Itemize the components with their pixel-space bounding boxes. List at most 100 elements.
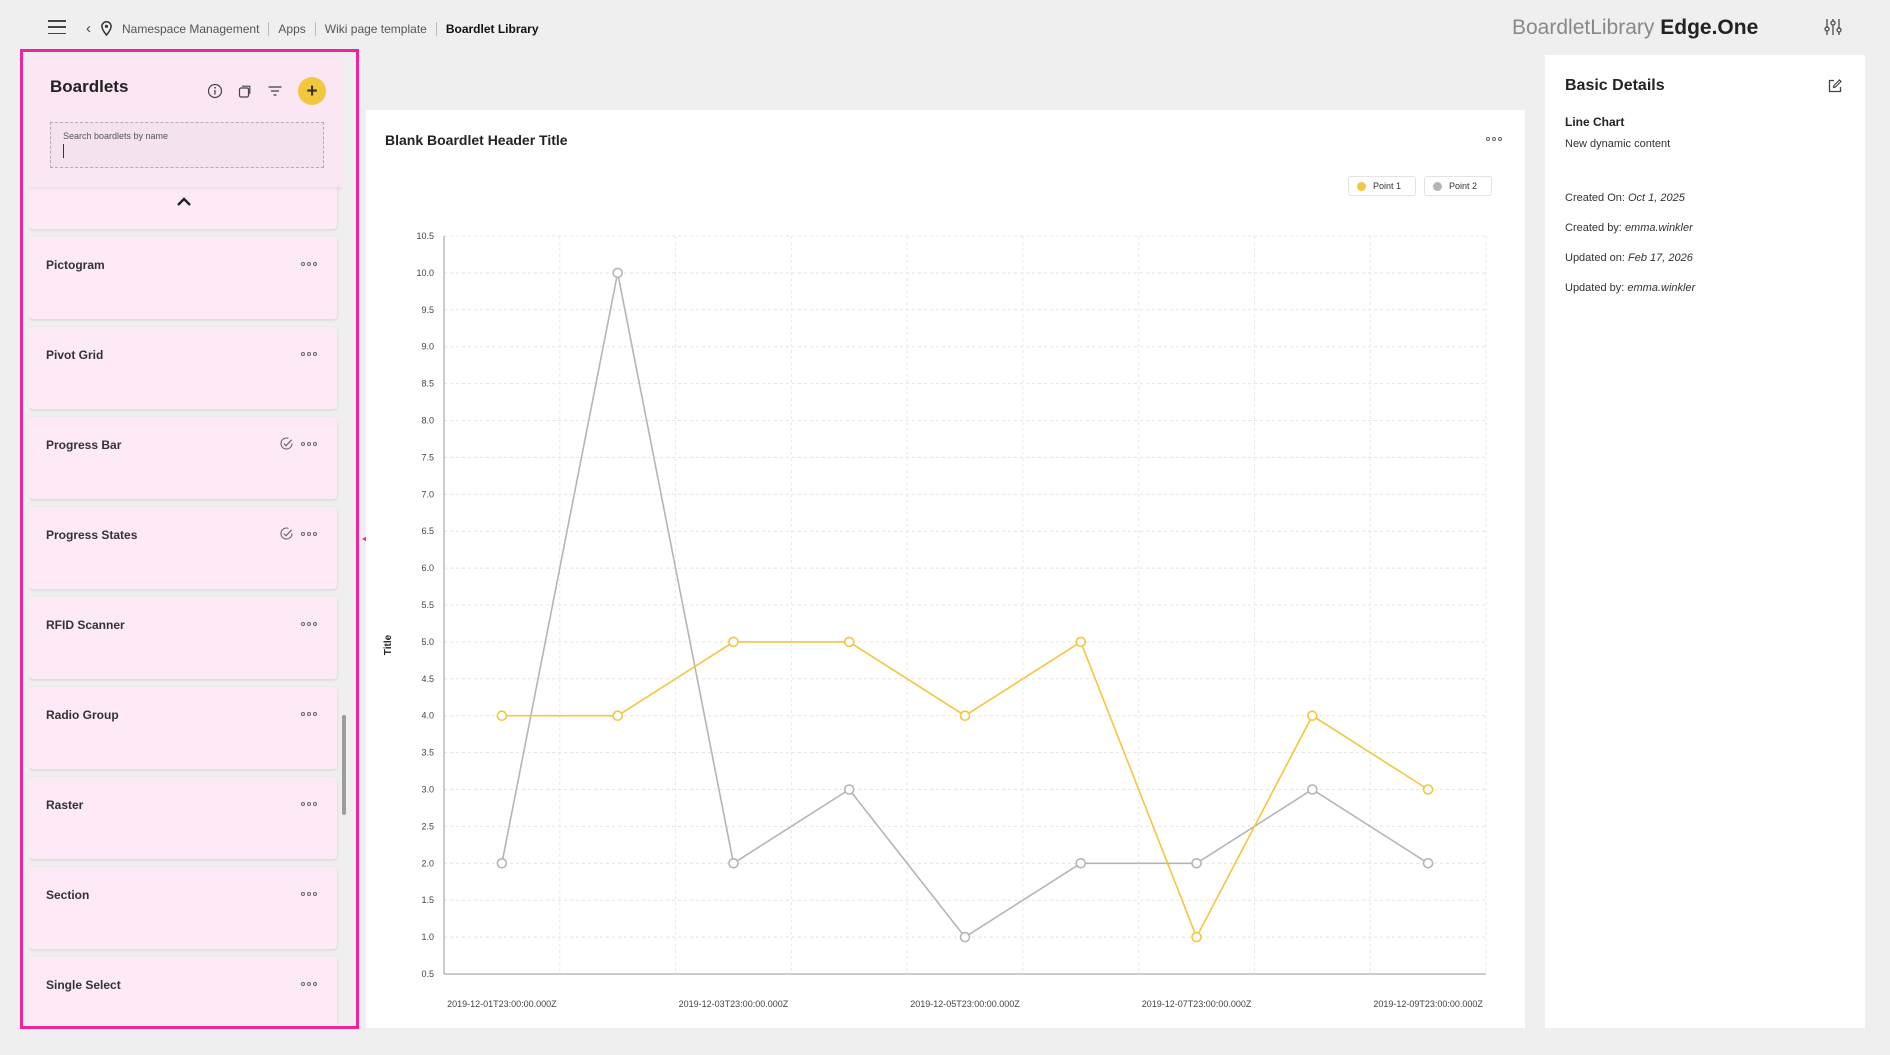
y-tick-label: 4.5: [421, 674, 434, 684]
boardlet-card[interactable]: Progress Bar: [29, 417, 337, 499]
panel-title: Blank Boardlet Header Title: [385, 132, 568, 148]
more-options-icon[interactable]: [301, 708, 319, 720]
sidebar-toolbar: +: [206, 77, 326, 105]
add-boardlet-button[interactable]: +: [298, 77, 326, 105]
check-circle-icon: [280, 437, 293, 450]
search-input[interactable]: [63, 144, 311, 158]
boardlet-card-label: Single Select: [46, 978, 121, 992]
copy-icon[interactable]: [236, 82, 254, 100]
boardlet-card-label: Section: [46, 888, 90, 902]
boardlet-card[interactable]: Section: [29, 867, 337, 949]
data-point: [612, 267, 623, 279]
x-tick-label: 2019-12-07T23:00:00.000Z: [1142, 999, 1252, 1009]
y-tick-label: 6.0: [421, 563, 434, 573]
chevron-left-icon[interactable]: ‹: [86, 19, 91, 37]
boardlet-card-label: Raster: [46, 798, 84, 812]
y-tick-label: 4.0: [421, 711, 434, 721]
more-options-icon[interactable]: [301, 978, 319, 990]
data-point: [496, 857, 508, 869]
highlight-annotation-frame: [20, 49, 359, 1029]
legend-swatch: [1357, 181, 1366, 191]
sidebar-title: Boardlets: [50, 77, 129, 96]
y-tick-label: 3.0: [421, 785, 434, 795]
y-tick-label: 3.5: [421, 748, 434, 758]
more-options-icon[interactable]: [301, 888, 319, 900]
sidebar-scrollbar[interactable]: [342, 715, 346, 815]
chart-legend: Point 1 Point 2: [1348, 176, 1493, 196]
data-point: [1307, 710, 1318, 722]
boardlet-card[interactable]: RFID Scanner: [29, 597, 337, 679]
panel-more-icon[interactable]: [1486, 137, 1504, 145]
y-tick-label: 10.5: [416, 231, 434, 241]
app-brand: BoardletLibrary Edge.One: [1512, 16, 1758, 40]
top-bar: ‹ Namespace Management Apps Wiki page te…: [0, 0, 1890, 58]
details-description: New dynamic content: [1565, 138, 1671, 150]
boardlet-card[interactable]: Progress States: [29, 507, 337, 589]
row-value: Feb 17, 2026: [1628, 252, 1693, 264]
details-updated-by: Updated by: emma.winkler: [1565, 282, 1695, 294]
details-created-by: Created by: emma.winkler: [1565, 222, 1693, 234]
more-options-icon[interactable]: [301, 798, 319, 810]
data-point: [612, 710, 623, 722]
breadcrumb-current-page: Boardlet Library: [445, 21, 539, 36]
search-label: Search boardlets by name: [63, 131, 169, 141]
y-tick-label: 9.0: [421, 342, 434, 352]
y-tick-label: 5.5: [421, 600, 434, 610]
breadcrumb-wiki-page-template[interactable]: Wiki page template: [316, 21, 437, 36]
boardlet-card[interactable]: Single Select: [29, 957, 337, 1024]
boardlet-card[interactable]: Raster: [29, 777, 337, 859]
legend-item[interactable]: Point 2: [1424, 176, 1493, 196]
data-point: [1307, 784, 1318, 795]
more-options-icon[interactable]: [301, 348, 319, 360]
y-tick-label: 1.0: [421, 932, 434, 942]
legend-label: Point 2: [1449, 181, 1478, 191]
y-tick-label: 8.5: [421, 379, 434, 389]
basic-details-panel: Basic Details Line Chart New dynamic con…: [1545, 55, 1865, 1028]
boardlet-card[interactable]: Radio Group: [29, 687, 337, 769]
boardlet-card-label: Progress Bar: [46, 438, 122, 452]
chevron-up-icon[interactable]: [176, 196, 192, 208]
more-options-icon[interactable]: [301, 528, 319, 540]
breadcrumb: ‹ Namespace Management Apps Wiki page te…: [86, 21, 548, 36]
data-point: [959, 710, 971, 722]
edit-icon[interactable]: [1827, 78, 1843, 94]
y-tick-label: 9.5: [421, 305, 434, 315]
row-value: emma.winkler: [1624, 222, 1693, 234]
x-tick-label: 2019-12-01T23:00:00.000Z: [447, 999, 557, 1009]
boardlet-card[interactable]: Pivot Grid: [29, 327, 337, 409]
breadcrumb-apps[interactable]: Apps: [269, 21, 316, 36]
series-line: [501, 272, 1429, 939]
brand-light: BoardletLibrary: [1512, 16, 1655, 39]
details-title: Basic Details: [1565, 77, 1665, 94]
y-tick-label: 10.0: [416, 268, 434, 278]
x-tick-label: 2019-12-05T23:00:00.000Z: [910, 999, 1020, 1009]
y-tick-label: 7.0: [421, 489, 434, 499]
boardlet-preview-panel: Blank Boardlet Header Title Point 1 Point…: [366, 110, 1525, 1028]
y-tick-label: 2.0: [421, 858, 434, 868]
menu-icon[interactable]: [48, 20, 66, 34]
search-box[interactable]: Search boardlets by name: [50, 122, 324, 168]
data-point: [728, 857, 739, 869]
more-options-icon[interactable]: [301, 258, 319, 270]
x-tick-label: 2019-12-03T23:00:00.000Z: [679, 999, 789, 1009]
data-point: [1075, 857, 1087, 869]
line-chart: 0.5 1.0 1.5 2.0 2.5 3.0 3.5 4.0 4.5 5.0 5.5 6.0 6.5 7…: [383, 231, 1487, 1009]
info-icon[interactable]: [206, 82, 224, 100]
more-options-icon[interactable]: [301, 438, 319, 450]
details-created-on: Created On: Oct 1, 2025: [1565, 192, 1685, 204]
sidebar-header: Boardlets + Search boardlets by name: [29, 55, 343, 187]
boardlet-card[interactable]: Pictogram: [29, 237, 337, 319]
data-point: [1422, 857, 1434, 869]
boardlet-card-label: Progress States: [46, 528, 138, 542]
settings-sliders-icon[interactable]: [1824, 18, 1842, 36]
details-updated-on: Updated on: Feb 17, 2026: [1565, 252, 1693, 264]
filter-icon[interactable]: [266, 82, 284, 100]
data-point: [959, 931, 971, 943]
data-point: [496, 710, 508, 722]
boardlets-sidebar: Boardlets + Search boardlets by name Pat…: [29, 55, 343, 1024]
more-options-icon[interactable]: [301, 618, 319, 630]
row-value: Oct 1, 2025: [1627, 192, 1685, 204]
breadcrumb-namespace-management[interactable]: Namespace Management: [122, 21, 270, 36]
legend-item[interactable]: Point 1: [1348, 176, 1417, 196]
data-point: [1075, 636, 1087, 648]
